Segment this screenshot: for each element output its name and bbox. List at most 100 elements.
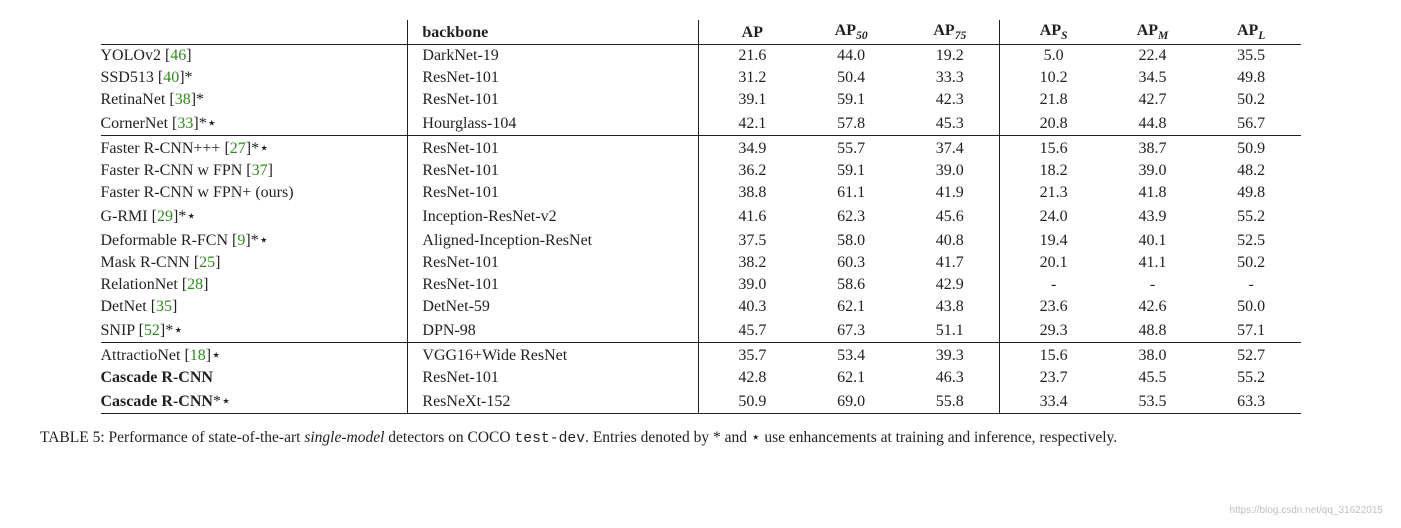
col-apm-header: APM [1103,20,1202,45]
method-name: SNIP [101,322,135,339]
ap-cell: 38.2 [698,252,802,274]
citation-number: 38 [175,91,191,108]
citation-number: 9 [237,232,245,249]
ap75-cell: 55.8 [900,389,999,414]
citation-number: 27 [230,140,246,157]
table-row: Faster R-CNN w FPN [37]ResNet-10136.259.… [101,160,1301,182]
method-suffix: *⋆ [165,322,183,339]
apl-cell: 52.7 [1202,343,1301,368]
ap-cell: 35.7 [698,343,802,368]
ap50-cell: 62.3 [802,204,901,228]
table-row: Mask R-CNN [25]ResNet-10138.260.341.720.… [101,252,1301,274]
method-name: Faster R-CNN w FPN [101,162,243,179]
apm-label: AP [1137,22,1158,39]
caption-text-2: detectors on COCO [384,429,514,446]
table-row: DetNet [35]DetNet-5940.362.143.823.642.6… [101,296,1301,318]
backbone-cell: VGG16+Wide ResNet [408,343,698,368]
backbone-cell: ResNet-101 [408,136,698,161]
aps-cell: 20.1 [1000,252,1104,274]
caption-code: test-dev [514,431,585,447]
method-suffix: * [185,69,193,86]
apl-label: AP [1237,22,1258,39]
ap-cell: 21.6 [698,45,802,68]
method-name: CornerNet [101,115,169,132]
backbone-cell: DarkNet-19 [408,45,698,68]
citation-number: 37 [252,162,268,179]
table-header-row: backbone AP AP50 AP75 APS APM APL [101,20,1301,45]
ap-cell: 41.6 [698,204,802,228]
method-name: AttractioNet [101,347,181,364]
table-row: Cascade R-CNNResNet-10142.862.146.323.74… [101,367,1301,389]
aps-cell: 23.6 [1000,296,1104,318]
method-cell: Mask R-CNN [25] [101,252,408,274]
apm-cell: 45.5 [1103,367,1202,389]
method-cell: DetNet [35] [101,296,408,318]
ap50-cell: 59.1 [802,160,901,182]
ap-cell: 34.9 [698,136,802,161]
apm-cell: 39.0 [1103,160,1202,182]
apm-cell: 43.9 [1103,204,1202,228]
backbone-cell: ResNet-101 [408,67,698,89]
ap75-cell: 51.1 [900,318,999,343]
ap75-cell: 45.3 [900,111,999,136]
method-name: Faster R-CNN w FPN+ (ours) [101,184,294,201]
ap50-cell: 58.6 [802,274,901,296]
method-name: RelationNet [101,276,178,293]
method-suffix: *⋆ [199,115,217,132]
citation-number: 40 [163,69,179,86]
ap50-cell: 53.4 [802,343,901,368]
ap50-cell: 61.1 [802,182,901,204]
method-suffix: *⋆ [178,208,196,225]
aps-cell: 19.4 [1000,228,1104,252]
method-cell: YOLOv2 [46] [101,45,408,68]
method-cell: SSD513 [40]* [101,67,408,89]
apl-cell: - [1202,274,1301,296]
caption-label: TABLE 5: [40,429,105,446]
ap-cell: 31.2 [698,67,802,89]
apl-cell: 50.2 [1202,89,1301,111]
backbone-cell: ResNet-101 [408,274,698,296]
backbone-cell: DetNet-59 [408,296,698,318]
apm-sub: M [1158,30,1168,42]
apm-cell: 42.6 [1103,296,1202,318]
citation-number: 35 [156,298,172,315]
ap75-cell: 41.9 [900,182,999,204]
table-row: Deformable R-FCN [9]*⋆Aligned-Inception-… [101,228,1301,252]
citation-number: 33 [177,115,193,132]
method-cell: RetinaNet [38]* [101,89,408,111]
apl-cell: 55.2 [1202,204,1301,228]
method-name: G-RMI [101,208,148,225]
ap75-cell: 19.2 [900,45,999,68]
aps-cell: - [1000,274,1104,296]
ap75-cell: 42.9 [900,274,999,296]
ap-cell: 36.2 [698,160,802,182]
col-ap-header: AP [698,20,802,45]
method-name: Mask R-CNN [101,254,190,271]
table-caption: TABLE 5: Performance of state-of-the-art… [40,428,1360,450]
col-apl-header: APL [1202,20,1301,45]
results-table-container: backbone AP AP50 AP75 APS APM APL YOLOv2… [101,20,1301,414]
table-row: SNIP [52]*⋆DPN-9845.767.351.129.348.857.… [101,318,1301,343]
method-cell: Deformable R-FCN [9]*⋆ [101,228,408,252]
table-body: YOLOv2 [46]DarkNet-1921.644.019.25.022.4… [101,45,1301,414]
apm-cell: 41.8 [1103,182,1202,204]
ap75-cell: 37.4 [900,136,999,161]
apl-cell: 52.5 [1202,228,1301,252]
method-cell: Faster R-CNN w FPN+ (ours) [101,182,408,204]
table-row: SSD513 [40]*ResNet-10131.250.433.310.234… [101,67,1301,89]
method-name: SSD513 [101,69,154,86]
apm-cell: 40.1 [1103,228,1202,252]
citation-number: 28 [187,276,203,293]
apl-cell: 63.3 [1202,389,1301,414]
ap-cell: 40.3 [698,296,802,318]
backbone-cell: ResNet-101 [408,367,698,389]
method-cell: Cascade R-CNN [101,367,408,389]
method-name: YOLOv2 [101,47,161,64]
aps-cell: 18.2 [1000,160,1104,182]
method-suffix: *⋆ [251,232,269,249]
aps-cell: 24.0 [1000,204,1104,228]
apm-cell: 42.7 [1103,89,1202,111]
apl-cell: 50.9 [1202,136,1301,161]
aps-cell: 20.8 [1000,111,1104,136]
ap50-cell: 58.0 [802,228,901,252]
